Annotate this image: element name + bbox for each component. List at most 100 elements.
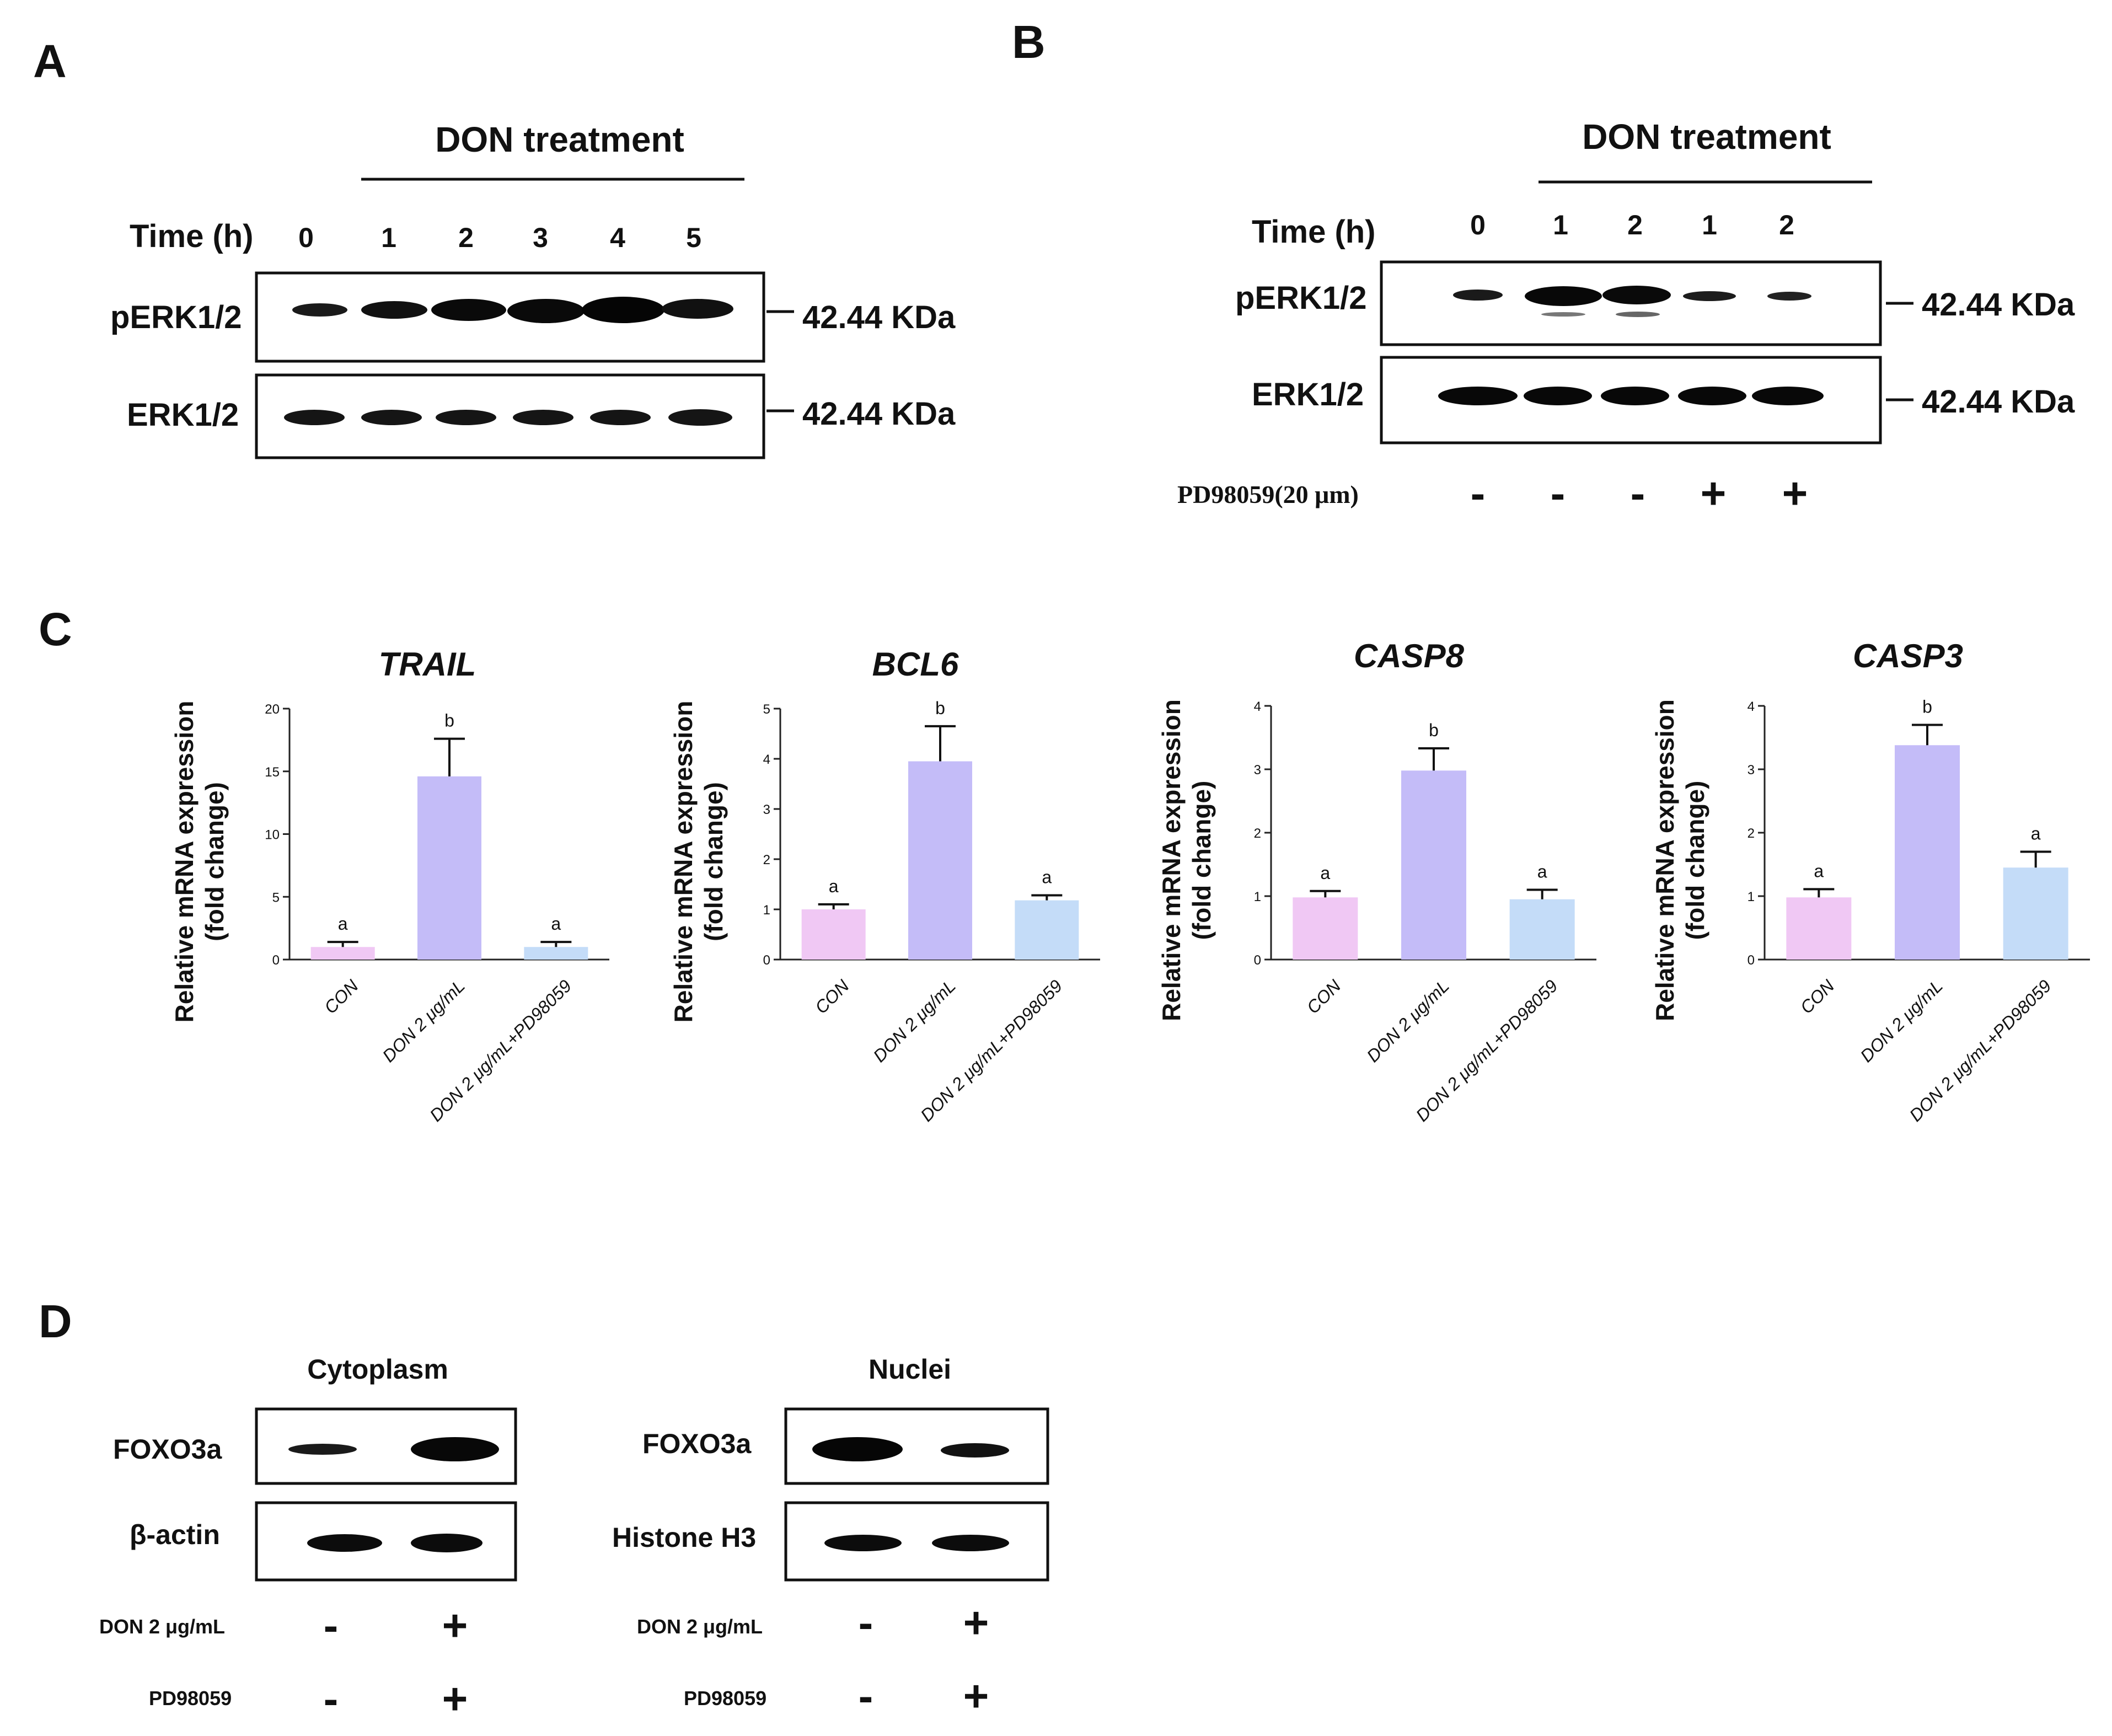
band — [431, 299, 506, 321]
band — [932, 1535, 1009, 1551]
panel-d-cytoplasm-pd-label: PD98059 — [149, 1687, 232, 1710]
panel-b-time-0: 0 — [1470, 210, 1486, 240]
y-tick-label: 1 — [1748, 890, 1755, 904]
panel-a-time-4: 4 — [610, 222, 625, 253]
band — [1678, 387, 1746, 405]
y-tick-label: 1 — [763, 903, 770, 918]
panel-b-row-label-perk: pERK1/2 — [1235, 280, 1367, 316]
chart-title: BCL6 — [872, 646, 959, 683]
panel-d-cytoplasm-don-sign-1: + — [442, 1601, 468, 1650]
category-label: DON 2 μg/mL — [1856, 976, 1947, 1066]
panel-a-erk-bands — [284, 409, 732, 426]
band — [1453, 290, 1503, 301]
y-axis-label: Relative mRNA expression — [669, 701, 698, 1023]
y-axis-label-units: (fold change) — [200, 782, 229, 941]
panel-d-nuclei-don-sign-1: + — [963, 1598, 989, 1647]
panel-b-time-2: 2 — [1627, 210, 1643, 240]
bar — [1293, 897, 1358, 960]
panel-d-cytoplasm-row-1: β-actin — [130, 1519, 220, 1550]
chart-title: TRAIL — [379, 646, 476, 683]
panel-a-mw-perk: 42.44 KDa — [802, 299, 956, 335]
band — [1752, 387, 1824, 405]
band — [1524, 387, 1592, 405]
chart-trail: TRAIL Relative mRNA expression (fold chang… — [170, 646, 609, 1126]
panel-a-row-label-erk: ERK1/2 — [127, 397, 239, 433]
bar — [908, 761, 972, 960]
significance-label: a — [338, 914, 348, 934]
bar — [417, 776, 481, 960]
y-axis-label: Relative mRNA expression — [1157, 699, 1186, 1021]
significance-label: a — [1537, 862, 1547, 882]
significance-label: a — [1814, 861, 1824, 881]
panel-b-sign-3: + — [1701, 469, 1727, 518]
panel-b-header: DON treatment — [1582, 117, 1831, 157]
panel-c-letter: C — [39, 603, 72, 655]
panel-d-nuclei-title: Nuclei — [869, 1354, 951, 1385]
panel-d-cytoplasm-don-sign-0: - — [324, 1601, 339, 1650]
category-label: DON 2 μg/mL — [869, 976, 959, 1066]
band — [812, 1437, 903, 1461]
bar — [524, 947, 588, 960]
panel-a-time-0: 0 — [298, 222, 314, 253]
panel-d-nuclei-pd-sign-1: + — [963, 1671, 989, 1721]
panel-b-perk-bands — [1453, 286, 1811, 317]
band — [1525, 286, 1602, 306]
y-tick-label: 20 — [265, 702, 280, 717]
band — [662, 299, 733, 319]
significance-label: b — [1922, 697, 1932, 717]
panel-d-nuclei-row-0: FOXO3a — [642, 1428, 752, 1459]
category-label: DON 2 μg/mL — [1363, 976, 1453, 1066]
significance-label: a — [2031, 824, 2041, 844]
band — [361, 301, 427, 319]
significance-label: a — [1320, 863, 1330, 883]
y-tick-label: 15 — [265, 765, 280, 780]
band — [292, 303, 347, 317]
bar — [1401, 770, 1466, 960]
y-tick-label: 0 — [763, 953, 770, 968]
panel-b-inhibitor-label: PD98059(20 μm) — [1177, 480, 1359, 508]
category-label: CON — [1303, 976, 1345, 1017]
bar — [1786, 897, 1852, 960]
bar — [1015, 900, 1079, 960]
panel-a-time-label: Time (h) — [130, 218, 254, 254]
panel-b-sign-4: + — [1782, 469, 1808, 518]
significance-label: b — [1429, 720, 1439, 740]
y-tick-label: 5 — [272, 890, 280, 905]
panel-b-time-3: 1 — [1702, 210, 1717, 240]
band — [824, 1535, 902, 1551]
y-tick-label: 4 — [1748, 699, 1755, 714]
band — [436, 410, 496, 425]
panel-d-nuclei-blot-h3 — [784, 1501, 1049, 1582]
panel-a-time-2: 2 — [458, 222, 474, 253]
panel-b-erk-bands — [1438, 387, 1824, 405]
category-label: CON — [320, 976, 362, 1017]
panel-c: C — [39, 603, 72, 655]
bar — [310, 947, 375, 960]
band — [507, 299, 585, 323]
panel-b-mw-erk: 42.44 KDa — [1922, 384, 2075, 420]
panel-d-cytoplasm-pd-sign-0: - — [324, 1674, 339, 1723]
chart-bcl6: BCL6 Relative mRNA expression (fold change… — [669, 646, 1100, 1126]
panel-a-time-1: 1 — [381, 222, 396, 253]
panel-d-nuclei-row-1: Histone H3 — [612, 1522, 756, 1553]
band — [1438, 387, 1518, 405]
band — [1541, 312, 1585, 317]
significance-label: b — [444, 711, 454, 731]
panel-b-row-label-erk: ERK1/2 — [1252, 377, 1364, 412]
panel-b-sign-1: - — [1551, 469, 1566, 518]
panel-b-blot-perk — [1380, 260, 1882, 346]
panel-b-time-1: 1 — [1553, 210, 1568, 240]
y-axis-label-units: (fold change) — [699, 782, 728, 941]
band — [361, 410, 422, 425]
chart-casp3: CASP3 Relative mRNA expression (fold chang… — [1650, 637, 2090, 1126]
band — [513, 410, 573, 425]
band — [1767, 292, 1811, 301]
band — [1683, 291, 1736, 301]
panel-b-sign-2: - — [1631, 469, 1645, 518]
y-axis-label-units: (fold change) — [1187, 781, 1216, 940]
panel-b: B DON treatment Time (h) 0 1 2 1 2 pERK1… — [1012, 16, 2075, 518]
panel-b-letter: B — [1012, 16, 1046, 68]
significance-label: a — [829, 876, 839, 896]
